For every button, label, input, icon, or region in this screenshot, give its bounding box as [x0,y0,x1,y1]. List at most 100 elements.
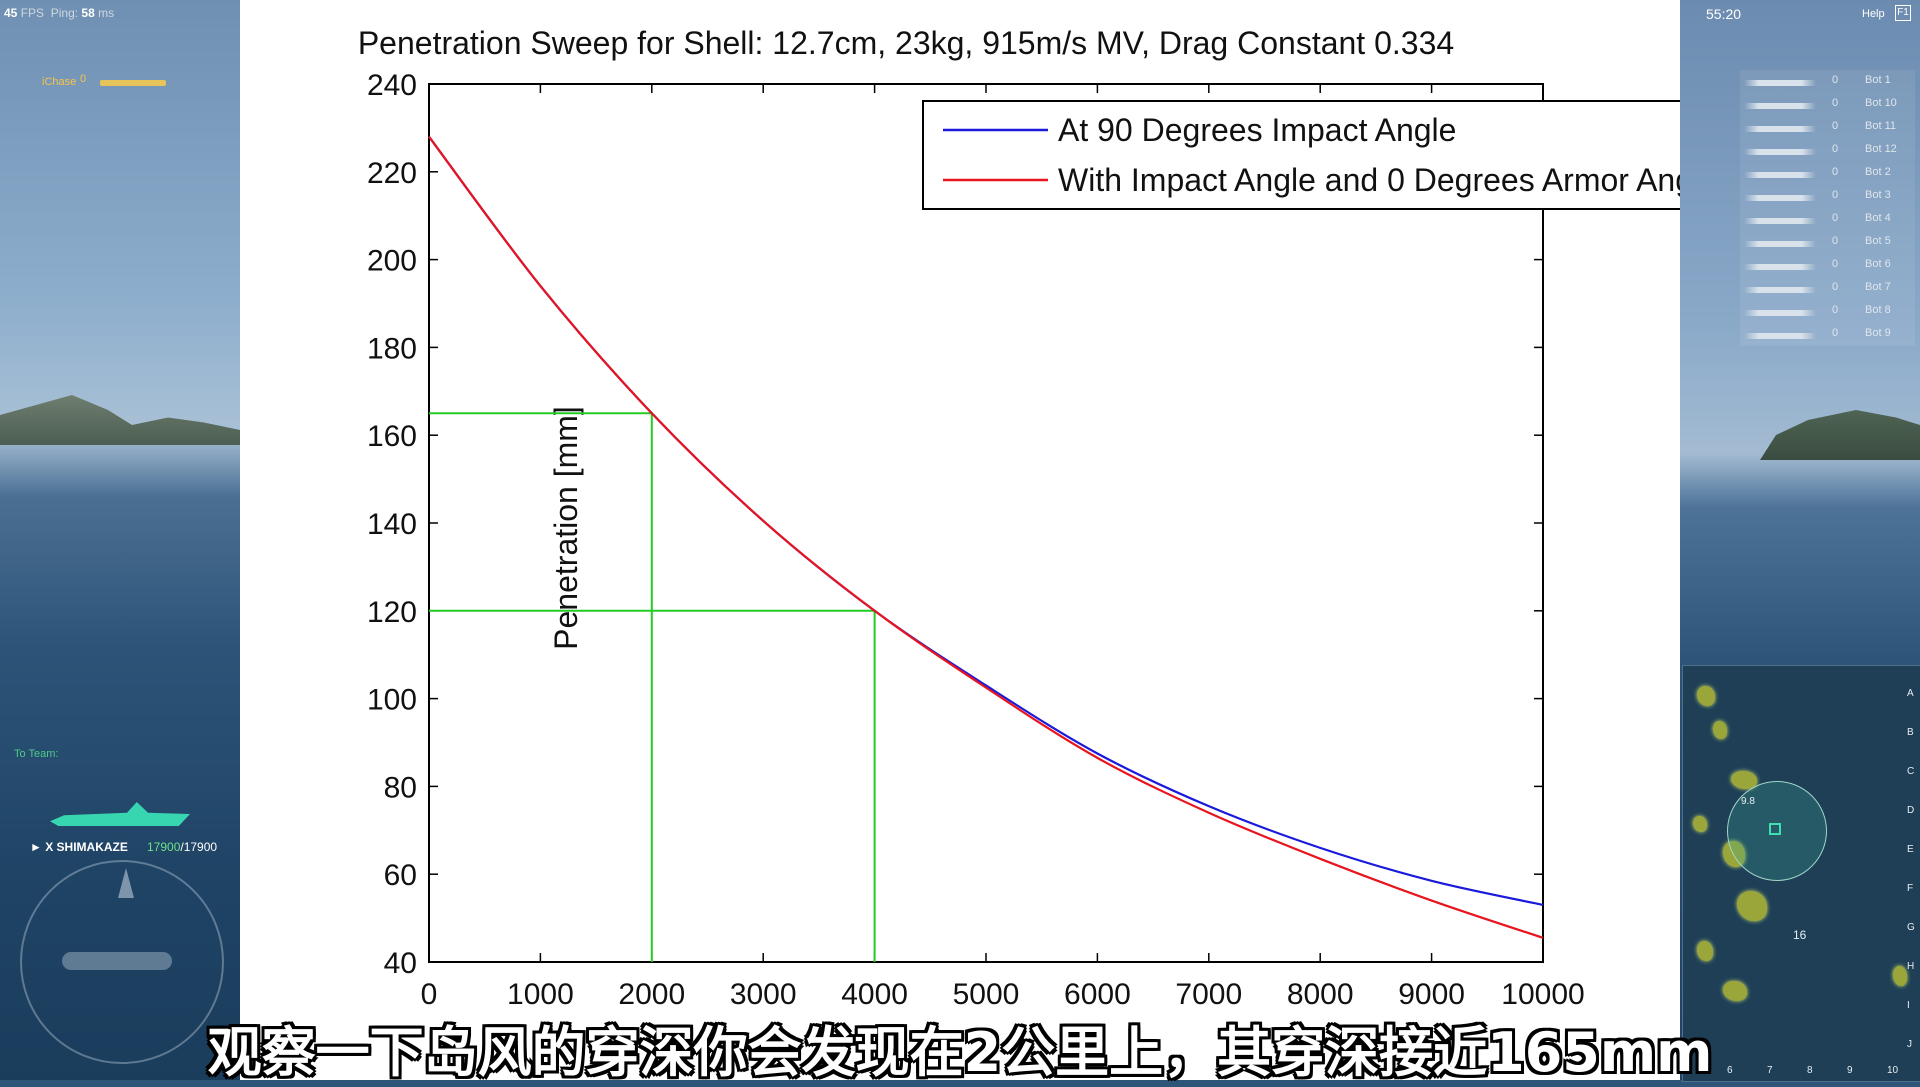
x-tick-label: 0 [421,978,438,1011]
ship-silhouette-icon [1744,264,1816,270]
y-axis-label: Penetration [mm] [548,406,584,650]
frag-count: 0 [1832,281,1839,293]
player-name: Bot 9 [1865,327,1891,339]
y-tick-label: 60 [384,859,417,892]
ship-silhouette-icon [1744,310,1816,316]
minimap-island [1697,686,1715,706]
detection-range-circle [1727,781,1827,881]
team-list-item: 0 Bot 9 [1740,323,1915,346]
minimap-row-label: D [1907,805,1915,816]
y-tick-label: 120 [367,596,417,629]
minimap-island [1693,816,1707,832]
y-tick-label: 40 [384,947,417,980]
frag-count: 0 [1832,212,1839,224]
minimap-island [1723,981,1747,1001]
minimap-island [1731,771,1757,789]
minimap-col-label: 9 [1847,1065,1853,1076]
game-clock: 55:20 [1706,6,1742,22]
frag-count: 0 [1832,235,1839,247]
team-list-item: 0 Bot 4 [1740,208,1915,231]
ship-silhouette-icon [1744,287,1816,293]
minimap-col-label: 7 [1767,1065,1773,1076]
minimap-row-label: F [1907,883,1914,894]
help-key-badge[interactable]: F1 [1895,5,1911,21]
ship-silhouette-icon [1744,333,1816,339]
minimap-row-label: A [1907,688,1914,699]
y-tick-label: 240 [367,69,417,102]
video-subtitle: 观察一下岛风的穿深你会发现在2公里上，其穿深接近165mm [207,1021,1713,1084]
minimap-row-label: B [1907,727,1914,738]
player-name: Bot 8 [1865,304,1891,316]
team-list-item: 0 Bot 7 [1740,277,1915,300]
ship-icon [50,802,190,826]
chart-title: Penetration Sweep for Shell: 12.7cm, 23k… [358,25,1454,61]
island-silhouette [0,395,240,445]
team-list-item: 0 Bot 11 [1740,116,1915,139]
player-name: Bot 11 [1865,120,1896,132]
x-tick-label: 5000 [953,978,1020,1011]
hp-current: 17900 [147,840,181,854]
player-name: Bot 10 [1865,97,1897,109]
team-list-item: 0 Bot 8 [1740,300,1915,323]
distance-label: 16 [1793,928,1807,942]
x-tick-label: 2000 [618,978,685,1011]
minimap-row-label: I [1907,1000,1910,1011]
ship-silhouette-icon [1744,126,1816,132]
minimap-island [1697,941,1713,961]
player-name: Bot 7 [1865,281,1891,293]
throttle-indicator [62,952,172,970]
ship-silhouette-icon [1744,103,1816,109]
team-list-item: 0 Bot 12 [1740,139,1915,162]
x-tick-label: 8000 [1287,978,1354,1011]
ship-silhouette-icon [1744,172,1816,178]
island-silhouette [1760,410,1920,460]
player-marker-icon [1769,823,1781,835]
frag-count: 0 [1832,304,1839,316]
help-label[interactable]: Help [1862,8,1885,20]
player-name: Bot 2 [1865,166,1891,178]
team-list-item: 0 Bot 6 [1740,254,1915,277]
ship-silhouette-icon [1744,218,1816,224]
minimap-island [1893,966,1907,986]
hp-max: /17900 [180,840,218,854]
ship-silhouette-icon [1744,149,1816,155]
minimap-col-label: 8 [1807,1065,1813,1076]
ping-label: Ping: [50,6,79,20]
ship-name-text: X SHIMAKAZE [45,840,128,854]
fps-label: FPS [20,6,45,20]
plot-area: 0 1000 2000 3000 4000 5000 6000 7000 8000 9000 100… [367,69,1680,1011]
ship-name: ► X SHIMAKAZE [30,840,128,854]
y-tick-label: 160 [367,420,417,453]
fps-value: 45 [4,6,18,20]
range-label: 9.8 [1741,796,1755,807]
y-tick-label: 140 [367,508,417,541]
minimap[interactable]: A B C D E F G H I J 5 6 7 8 9 10 9.8 16 [1682,665,1920,1082]
x-tick-label: 9000 [1398,978,1465,1011]
x-tick-label: 3000 [730,978,797,1011]
frag-count: 0 [1832,97,1839,109]
penetration-chart: Penetration Sweep for Shell: 12.7cm, 23k… [358,25,1680,1011]
x-tick-label: 10000 [1501,978,1584,1011]
ship-hp: 17900/17900 [147,840,217,854]
ship-silhouette-icon [1744,241,1816,247]
fps-readout: 45 FPS Ping: 58 ms [4,6,114,20]
player-ship-silhouette [100,80,166,86]
frag-count: 0 [1832,120,1839,132]
team-list-item: 0 Bot 5 [1740,231,1915,254]
compass-icon [20,860,224,1064]
compass-needle-icon [118,868,134,898]
chart-panel: Penetration Sweep for Shell: 12.7cm, 23k… [240,0,1680,1080]
minimap-row-label: J [1907,1039,1912,1050]
plot-frame [428,83,1544,963]
team-list-item: 0 Bot 10 [1740,93,1915,116]
chat-channel-label[interactable]: To Team: [14,748,59,760]
frag-count: 0 [1832,189,1839,201]
left-game-view: 45 FPS Ping: 58 ms iChase 0 To Team: ► X… [0,0,240,1080]
player-score: 0 [80,73,87,85]
minimap-island [1737,891,1767,921]
x-tick-label: 6000 [1064,978,1131,1011]
series-line-impact-angle [428,136,1544,939]
y-tick-label: 180 [367,332,417,365]
player-name: Bot 5 [1865,235,1891,247]
ship-silhouette-icon [1744,80,1816,86]
